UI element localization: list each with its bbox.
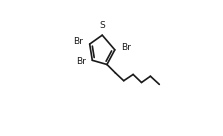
Text: Br: Br — [74, 37, 83, 46]
Text: Br: Br — [76, 57, 86, 66]
Text: S: S — [99, 21, 105, 30]
Text: Br: Br — [121, 43, 131, 52]
